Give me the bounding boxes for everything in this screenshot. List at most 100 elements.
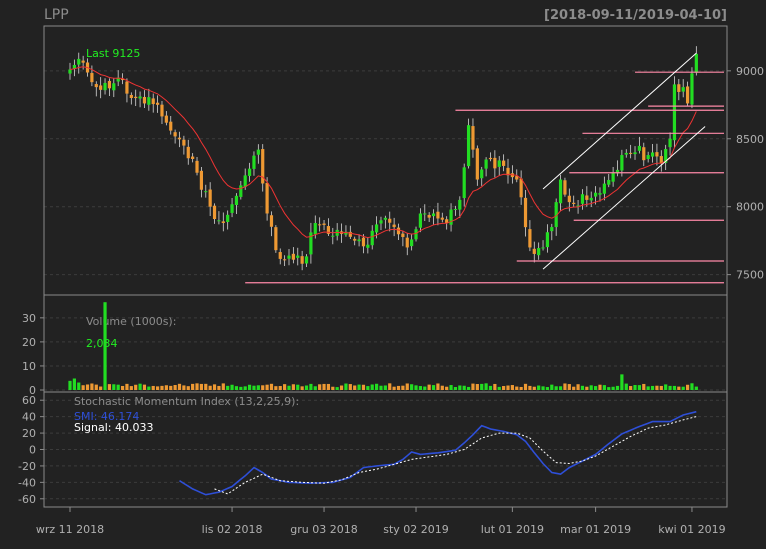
volume-bar bbox=[431, 385, 436, 390]
candle-down bbox=[572, 202, 576, 204]
volume-bar bbox=[637, 385, 641, 390]
candle-down bbox=[567, 195, 571, 203]
volume-bar bbox=[646, 386, 650, 390]
volume-bar bbox=[611, 386, 615, 390]
date-range: [2018-09-11/2019-04-10] bbox=[544, 8, 727, 23]
x-tick-label: wrz 11 2018 bbox=[36, 523, 104, 536]
candle-down bbox=[186, 146, 190, 159]
volume-bar bbox=[642, 383, 646, 390]
candle-up bbox=[646, 155, 650, 160]
volume-bar bbox=[335, 387, 339, 390]
volume-bar bbox=[256, 385, 260, 390]
candle-down bbox=[94, 84, 98, 88]
candle-up bbox=[650, 152, 655, 157]
indicator-tick-label: 60 bbox=[22, 394, 36, 407]
volume-bar bbox=[585, 386, 589, 390]
candle-down bbox=[585, 195, 589, 200]
candle-up bbox=[580, 194, 585, 204]
candle-up bbox=[357, 239, 361, 242]
volume-bar bbox=[563, 383, 567, 390]
volume-bar bbox=[129, 386, 133, 390]
volume-bar bbox=[195, 383, 199, 390]
volume-bar bbox=[103, 302, 107, 390]
candle-down bbox=[278, 252, 282, 259]
volume-bar bbox=[672, 385, 677, 390]
candle-down bbox=[427, 214, 431, 218]
channel-upper-line bbox=[542, 52, 697, 190]
volume-bar bbox=[265, 384, 269, 390]
volume-bar bbox=[410, 384, 414, 390]
candle-up bbox=[668, 138, 672, 148]
candle-down bbox=[125, 81, 129, 94]
candle-up bbox=[615, 169, 620, 174]
candle-up bbox=[423, 213, 427, 215]
candle-down bbox=[353, 238, 357, 241]
candle-down bbox=[396, 227, 401, 235]
candle-up bbox=[449, 209, 453, 225]
candle-up bbox=[594, 192, 598, 197]
volume-tick-label: 30 bbox=[22, 312, 36, 325]
volume-bar bbox=[576, 384, 580, 390]
candle-up bbox=[589, 197, 593, 201]
volume-bar bbox=[68, 380, 72, 390]
candle-down bbox=[300, 256, 304, 264]
grid-layer bbox=[44, 70, 727, 500]
candle-down bbox=[445, 219, 449, 223]
candle-down bbox=[440, 217, 444, 220]
candle-down bbox=[475, 148, 479, 180]
volume-bar bbox=[602, 385, 606, 390]
volume-bar bbox=[247, 384, 252, 390]
volume-bar bbox=[462, 385, 466, 390]
volume-last-label: 2,034 bbox=[86, 337, 118, 350]
volume-bar bbox=[344, 383, 348, 390]
candle-up bbox=[379, 220, 383, 224]
candle-up bbox=[243, 175, 247, 187]
volume-bar bbox=[204, 383, 208, 390]
volume-bar bbox=[164, 385, 168, 390]
candle-up bbox=[598, 193, 602, 195]
candle-down bbox=[283, 259, 287, 261]
volume-bar bbox=[532, 386, 536, 390]
volume-bar bbox=[480, 383, 484, 390]
volume-bar bbox=[633, 385, 637, 390]
volume-bar bbox=[694, 386, 698, 390]
candle-up bbox=[690, 73, 694, 105]
volume-bar bbox=[589, 385, 593, 390]
volume-bar bbox=[142, 384, 147, 390]
volume-bar bbox=[226, 385, 230, 390]
candle-down bbox=[515, 176, 519, 180]
volume-bar bbox=[217, 385, 221, 390]
volume-bar bbox=[90, 383, 94, 390]
x-tick-label: sty 02 2019 bbox=[383, 523, 449, 536]
volume-bar bbox=[221, 383, 225, 390]
volume-bar bbox=[370, 384, 374, 390]
volume-bar bbox=[304, 385, 309, 390]
candle-down bbox=[685, 86, 690, 104]
chart-title: LPP bbox=[44, 7, 69, 23]
volume-bar bbox=[120, 385, 125, 390]
volume-bar bbox=[278, 386, 282, 390]
candle-up bbox=[624, 152, 628, 155]
candle-down bbox=[659, 156, 663, 164]
volume-bar bbox=[607, 387, 611, 390]
volume-bar bbox=[366, 386, 370, 390]
volume-bar bbox=[572, 386, 576, 390]
candle-up bbox=[637, 145, 641, 151]
moving-average-line bbox=[69, 66, 697, 239]
candle-down bbox=[173, 132, 177, 137]
volume-bar bbox=[177, 383, 182, 390]
volume-bar bbox=[169, 385, 173, 390]
candle-up bbox=[537, 248, 541, 256]
candle-up bbox=[497, 160, 501, 167]
volume-bar bbox=[191, 383, 195, 390]
volume-bar bbox=[296, 384, 300, 390]
candle-down bbox=[261, 149, 265, 184]
indicator-tick-label: 20 bbox=[22, 427, 36, 440]
candle-up bbox=[466, 125, 471, 167]
volume-bar bbox=[300, 386, 304, 390]
volume-bar bbox=[545, 387, 550, 390]
volume-bar bbox=[252, 385, 256, 390]
candle-up bbox=[414, 229, 418, 240]
indicator-title: Stochastic Momentum Index (13,2,25,9): bbox=[74, 395, 299, 408]
volume-bar bbox=[116, 384, 120, 390]
